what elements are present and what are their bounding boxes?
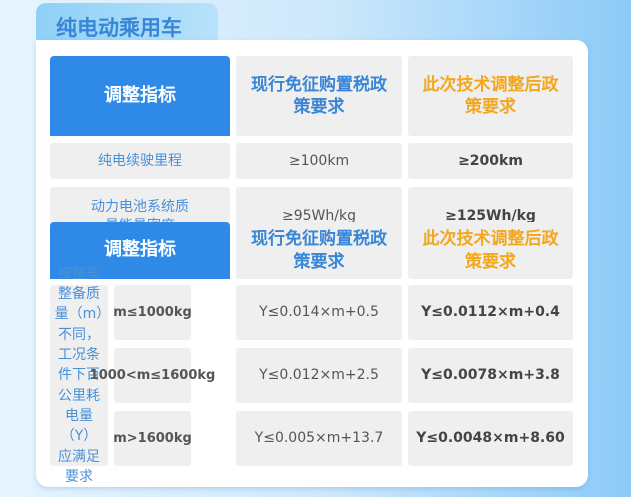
header-current: 现行免征购置税政策要求 bbox=[236, 222, 402, 279]
category-title: 纯电动乘用车 bbox=[56, 16, 182, 40]
mass-cell: 1000<m≤1600kg bbox=[90, 348, 215, 403]
header-indicator: 调整指标 bbox=[50, 56, 230, 136]
header-current: 现行免征购置税政策要求 bbox=[236, 56, 402, 136]
new-cell: ≥200km bbox=[408, 143, 573, 179]
header-indicator: 调整指标 bbox=[50, 222, 230, 279]
new-cell: Y≤0.0078×m+3.8 bbox=[408, 348, 573, 403]
current-cell: Y≤0.012×m+2.5 bbox=[236, 348, 402, 403]
mass-cell: m≤1000kg bbox=[113, 285, 192, 340]
indicator-cell: 纯电续驶里程 bbox=[50, 143, 230, 179]
mass-cell: m>1600kg bbox=[113, 411, 192, 466]
current-cell: Y≤0.014×m+0.5 bbox=[236, 285, 402, 340]
header-new: 此次技术调整后政策要求 bbox=[408, 222, 573, 279]
category-tab: 纯电动乘用车 bbox=[36, 3, 218, 45]
new-cell: Y≤0.0112×m+0.4 bbox=[408, 285, 573, 340]
header-new: 此次技术调整后政策要求 bbox=[408, 56, 573, 136]
new-cell: Y≤0.0048×m+8.60 bbox=[408, 411, 573, 466]
current-cell: ≥100km bbox=[236, 143, 402, 179]
group-label: 按整车整备质量（m）不同，工况条件下百公里耗电量（Y）应满足要求 bbox=[50, 266, 108, 485]
current-cell: Y≤0.005×m+13.7 bbox=[236, 411, 402, 466]
